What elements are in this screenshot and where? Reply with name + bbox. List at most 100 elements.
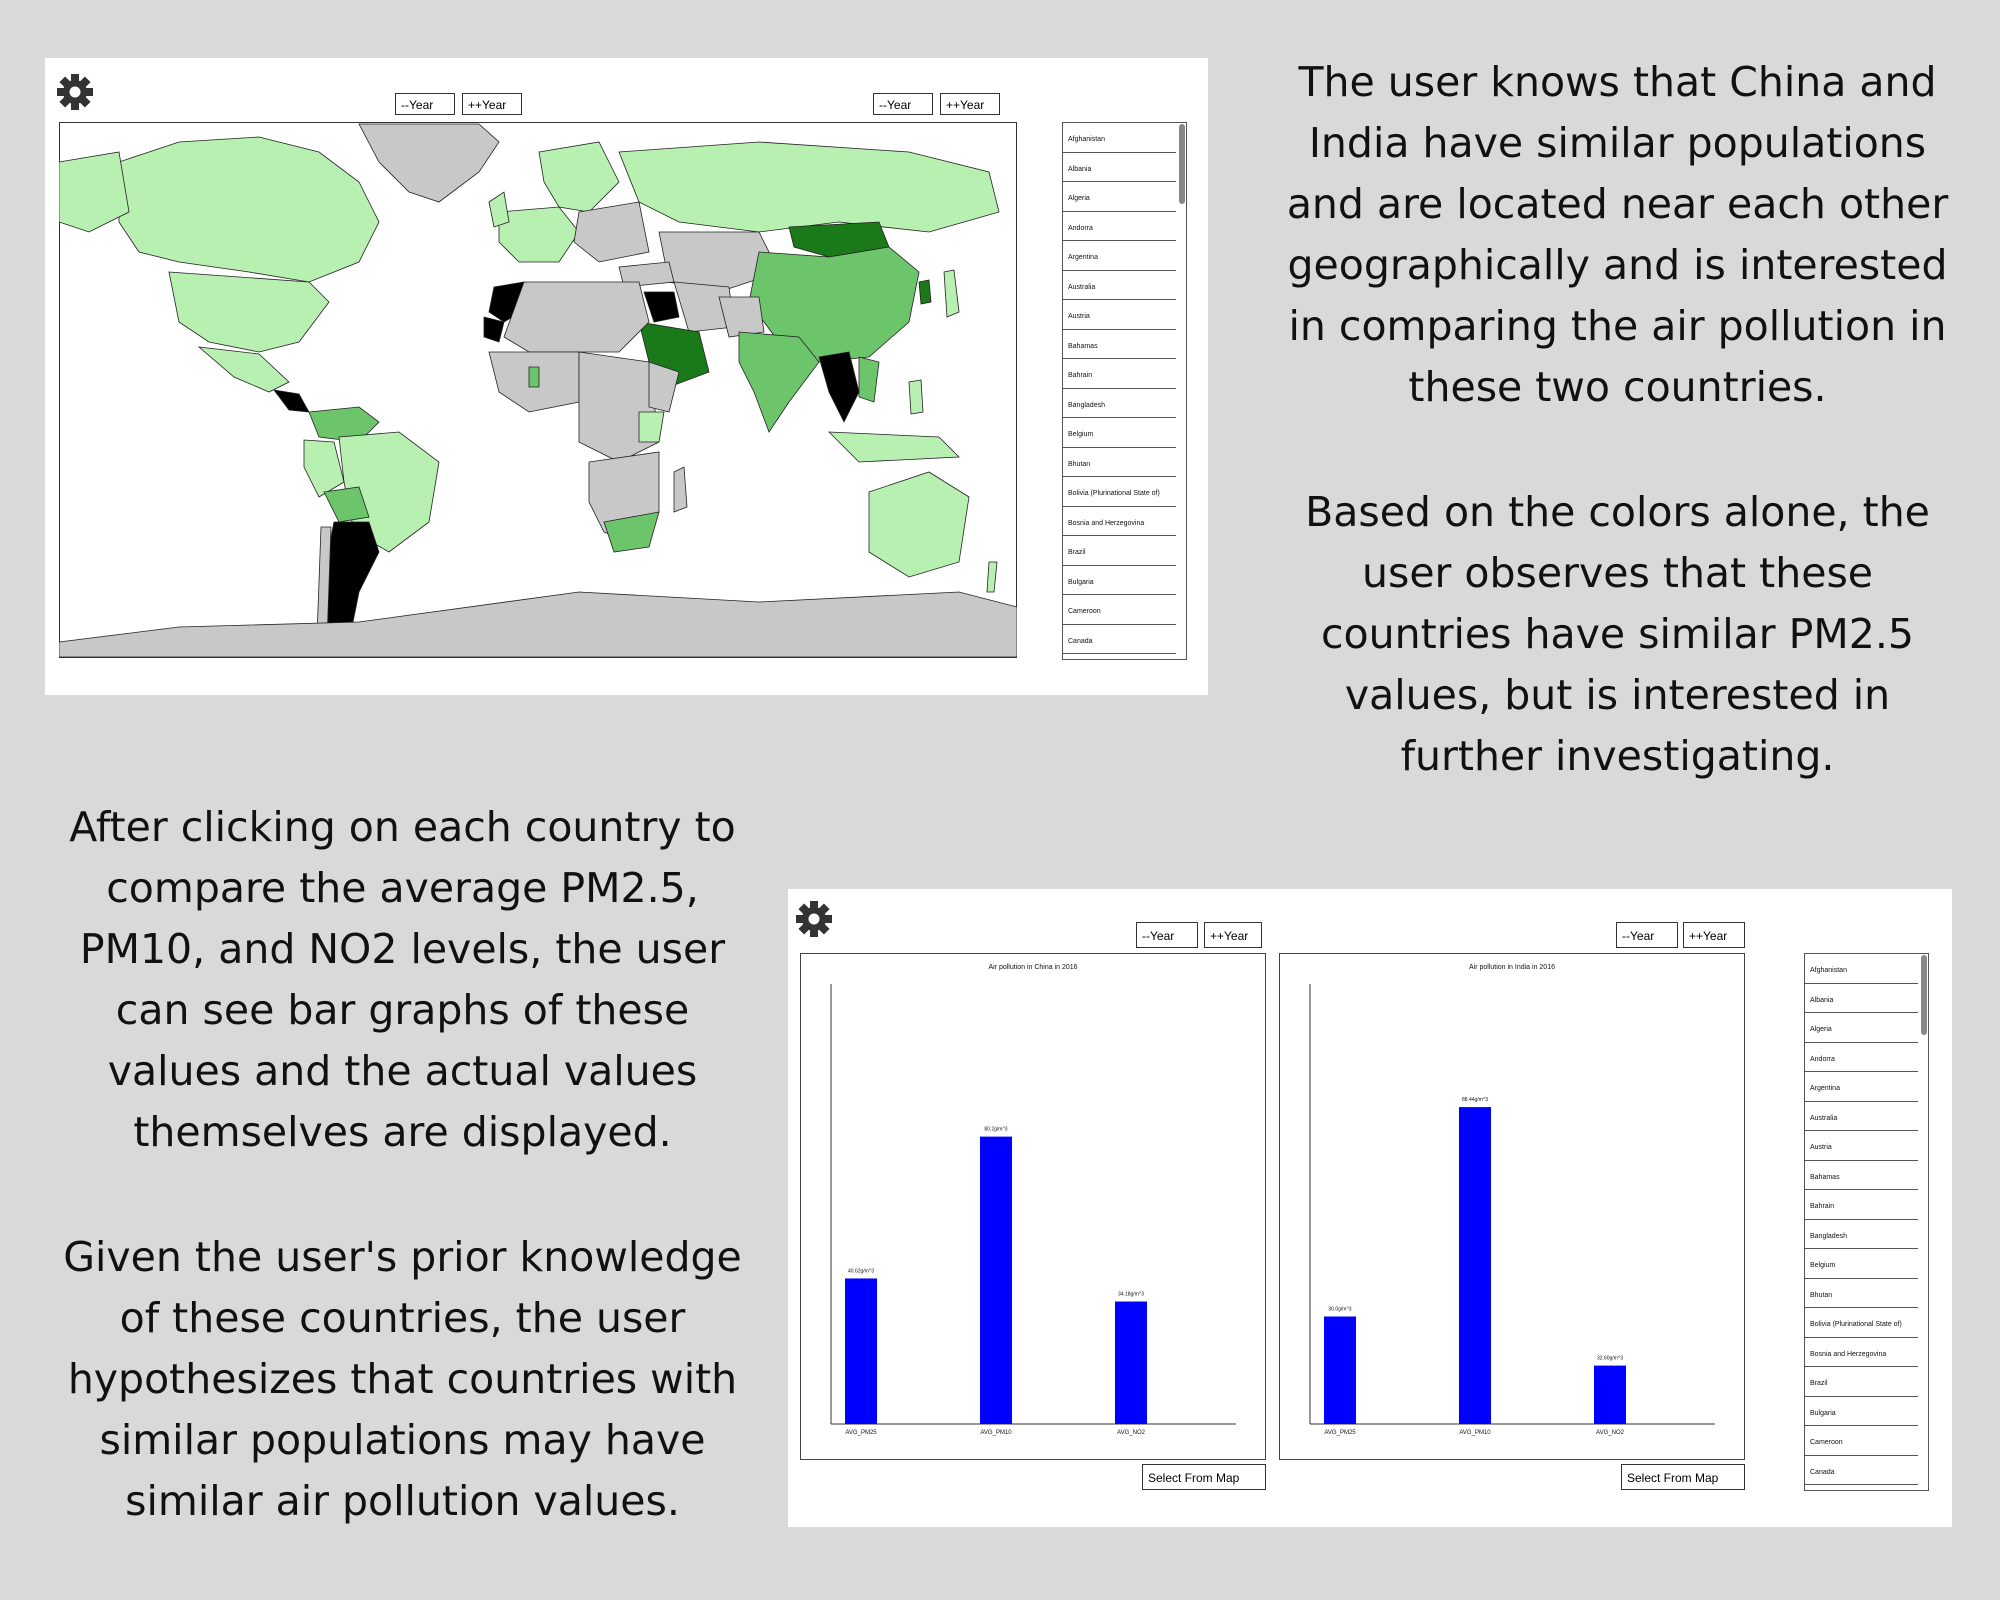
country-list-item[interactable]: Bosnia and Herzegovina	[1805, 1338, 1918, 1367]
country-list-item[interactable]: Belgium	[1805, 1249, 1918, 1279]
country-list-item[interactable]: Australia	[1805, 1102, 1918, 1131]
country-philippines	[908, 379, 924, 415]
decrement-year-button-left[interactable]: --Year	[395, 93, 455, 115]
caption-hypothesis: Given the user's prior knowledge of thes…	[63, 1233, 742, 1525]
select-from-map-button-right[interactable]: Select From Map	[1621, 1464, 1745, 1490]
country-list-item[interactable]: Belgium	[1063, 418, 1176, 448]
india-bar-chart: Air pollution in India in 2016 30.0g/m^3 A…	[1309, 964, 1715, 1436]
select-from-map-button-left[interactable]: Select From Map	[1142, 1464, 1266, 1490]
country-list-item[interactable]: Albania	[1805, 984, 1918, 1013]
country-list-item[interactable]: Brazil	[1805, 1367, 1918, 1397]
settings-gear-icon[interactable]	[55, 72, 95, 112]
country-ethiopia	[648, 361, 680, 413]
comparison-view-panel: --Year ++Year --Year ++Year Air pollutio…	[788, 889, 1952, 1527]
decrement-year-button-left[interactable]: --Year	[1136, 922, 1198, 948]
country-vietnam-laos	[858, 356, 880, 403]
country-list-item[interactable]: Andorra	[1805, 1043, 1918, 1072]
country-list-item[interactable]: Cameroon	[1063, 595, 1176, 625]
settings-gear-icon[interactable]	[794, 899, 834, 939]
country-western-sahara	[483, 316, 505, 343]
region-central-africa	[578, 351, 660, 463]
country-list-item[interactable]: Bhutan	[1805, 1279, 1918, 1308]
region-indonesia	[827, 431, 960, 463]
country-list-item[interactable]: Algeria	[1805, 1013, 1918, 1043]
decrement-year-button-right[interactable]: --Year	[1616, 922, 1678, 948]
country-list-item[interactable]: Canada	[1063, 625, 1176, 654]
bar-value-label: 88.44g/m^3	[1462, 1097, 1488, 1103]
bar-value-label: 80.2g/m^3	[984, 1127, 1007, 1133]
decrement-year-button-right[interactable]: --Year	[873, 93, 933, 115]
bar	[1115, 1301, 1147, 1424]
increment-year-button-left[interactable]: ++Year	[1204, 922, 1262, 948]
x-tick-label: AVG_NO2	[1596, 1430, 1625, 1436]
bar-value-label: 34.18g/m^3	[1118, 1292, 1144, 1298]
country-list-item[interactable]: Bolivia (Plurinational State of)	[1805, 1308, 1918, 1338]
x-tick-label: AVG_PM25	[845, 1430, 877, 1436]
country-madagascar	[673, 466, 688, 513]
country-alaska	[59, 151, 130, 233]
country-list-item[interactable]: Albania	[1063, 153, 1176, 182]
country-ghana	[528, 366, 540, 388]
china-chart-box: Air pollution in China in 2016 40.62g/m^3…	[800, 953, 1266, 1460]
bar-value-label: 30.0g/m^3	[1328, 1307, 1351, 1313]
country-list-top[interactable]: Afghanistan Albania Algeria Andorra Argentin…	[1062, 122, 1187, 660]
x-tick-label: AVG_NO2	[1117, 1430, 1146, 1436]
country-list-item[interactable]: Argentina	[1805, 1072, 1918, 1102]
increment-year-button-right[interactable]: ++Year	[1683, 922, 1745, 948]
country-list-bottom[interactable]: Afghanistan Albania Algeria Andorra Argentin…	[1804, 953, 1929, 1491]
country-list-item[interactable]: Bahamas	[1063, 330, 1176, 359]
world-choropleth-map[interactable]	[59, 122, 1017, 658]
x-tick-label: AVG_PM10	[1459, 1430, 1491, 1436]
country-list-item[interactable]: Bosnia and Herzegovina	[1063, 507, 1176, 536]
region-antarctica	[59, 591, 1017, 658]
scrollbar[interactable]	[1179, 124, 1185, 204]
country-list-item[interactable]: Afghanistan	[1063, 123, 1176, 153]
country-bolivia	[323, 486, 370, 523]
country-list-item[interactable]: Bolivia (Plurinational State of)	[1063, 477, 1176, 507]
country-list-item[interactable]: Bulgaria	[1805, 1397, 1918, 1426]
country-list-item[interactable]: Algeria	[1063, 182, 1176, 212]
country-list-item[interactable]: Bahrain	[1805, 1190, 1918, 1220]
country-australia	[868, 471, 970, 578]
country-list-item[interactable]: Bangladesh	[1805, 1220, 1918, 1249]
bar	[1459, 1107, 1491, 1424]
india-chart-box: Air pollution in India in 2016 30.0g/m^3 A…	[1279, 953, 1745, 1460]
country-list-item[interactable]: Canada	[1805, 1456, 1918, 1485]
country-list-item[interactable]: Afghanistan	[1805, 954, 1918, 984]
bar-value-label: 40.62g/m^3	[848, 1268, 874, 1274]
country-list-item[interactable]: Bahamas	[1805, 1161, 1918, 1190]
country-list-item[interactable]: Austria	[1805, 1131, 1918, 1161]
country-list-item[interactable]: Brazil	[1063, 536, 1176, 566]
country-list-item[interactable]: Bulgaria	[1063, 566, 1176, 595]
country-list-item[interactable]: Cameroon	[1805, 1426, 1918, 1456]
country-india	[738, 331, 820, 433]
country-list-item[interactable]: Argentina	[1063, 241, 1176, 271]
bar-value-label: 32.60g/m^3	[1597, 1356, 1623, 1362]
country-list-item[interactable]: Andorra	[1063, 212, 1176, 241]
increment-year-button-left[interactable]: ++Year	[462, 93, 522, 115]
caption-intro: The user knows that China and India have…	[1286, 58, 1949, 411]
country-list-item[interactable]: Austria	[1063, 300, 1176, 330]
chart-title: Air pollution in India in 2016	[1469, 964, 1555, 971]
country-colombia-venezuela	[308, 406, 380, 443]
country-china	[748, 246, 920, 363]
caption-observation: Based on the colors alone, the user obse…	[1305, 488, 1930, 780]
country-kenya-uganda	[638, 411, 665, 443]
bar	[1594, 1365, 1626, 1424]
country-mexico	[197, 346, 290, 393]
country-uk	[488, 191, 510, 228]
country-myanmar-thailand	[818, 351, 860, 423]
bar	[980, 1136, 1012, 1424]
country-usa	[168, 271, 330, 353]
country-list-item[interactable]: Bhutan	[1063, 448, 1176, 477]
country-new-zealand	[986, 561, 998, 593]
country-list-item[interactable]: Australia	[1063, 271, 1176, 300]
x-tick-label: AVG_PM10	[980, 1430, 1012, 1436]
country-list-item[interactable]: Bahrain	[1063, 359, 1176, 389]
scrollbar[interactable]	[1921, 955, 1927, 1035]
increment-year-button-right[interactable]: ++Year	[940, 93, 1000, 115]
country-korea	[918, 279, 932, 305]
country-list-item[interactable]: Bangladesh	[1063, 389, 1176, 418]
country-russia	[618, 141, 1000, 233]
country-japan	[943, 269, 960, 318]
